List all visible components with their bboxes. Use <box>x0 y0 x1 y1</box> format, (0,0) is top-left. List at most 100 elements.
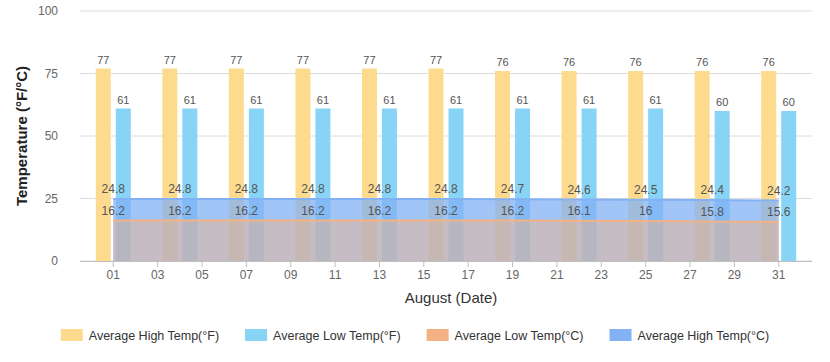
grid-line <box>80 11 812 12</box>
data-label: 76 <box>696 56 708 68</box>
data-label: 24.8 <box>235 182 259 196</box>
data-label: 61 <box>516 94 528 106</box>
data-label: 24.8 <box>168 182 192 196</box>
y-tick-label: 100 <box>38 4 58 18</box>
legend-swatch <box>610 329 632 341</box>
data-label: 24.6 <box>567 183 591 197</box>
x-tick <box>379 261 380 267</box>
y-tick-label: 25 <box>45 192 59 206</box>
data-label: 61 <box>317 94 329 106</box>
data-label: 16.2 <box>368 204 392 218</box>
x-tick <box>246 261 247 267</box>
data-label: 16.2 <box>168 204 192 218</box>
x-tick-label: 25 <box>639 268 653 282</box>
data-label: 24.4 <box>701 183 725 197</box>
chart: 0255075100010305070911131517192123252729… <box>0 0 830 362</box>
legend-label: Average Low Temp(°F) <box>273 329 401 343</box>
x-tick <box>601 261 602 267</box>
data-label: 16.2 <box>235 204 259 218</box>
area <box>113 199 778 261</box>
data-label: 24.8 <box>301 182 325 196</box>
x-tick-label: 15 <box>417 268 431 282</box>
legend-label: Average Low Temp(°C) <box>455 329 584 343</box>
data-label: 24.2 <box>767 184 791 198</box>
area <box>113 221 778 262</box>
x-tick <box>734 261 735 267</box>
x-tick <box>690 261 691 267</box>
data-label: 61 <box>250 94 262 106</box>
data-label: 61 <box>383 94 395 106</box>
x-tick <box>113 261 114 267</box>
x-tick-label: 13 <box>373 268 387 282</box>
legend-swatch <box>245 329 267 341</box>
data-label: 77 <box>297 54 309 66</box>
data-label: 24.8 <box>434 182 458 196</box>
data-label: 24.8 <box>102 182 126 196</box>
x-tick-label: 19 <box>506 268 520 282</box>
data-label: 60 <box>716 96 728 108</box>
data-label: 61 <box>583 94 595 106</box>
data-label: 24.8 <box>368 182 392 196</box>
area-line <box>113 221 778 223</box>
data-label: 15.8 <box>701 205 725 219</box>
legend: Average High Temp(°F) Average Low Temp(°F… <box>61 329 769 343</box>
data-label: 76 <box>496 56 508 68</box>
data-label: 15.6 <box>767 205 791 219</box>
y-tick-label: 50 <box>45 129 59 143</box>
x-tick-label: 09 <box>284 268 298 282</box>
data-label: 60 <box>783 96 795 108</box>
data-label: 16.2 <box>102 204 126 218</box>
legend-swatch <box>61 329 83 341</box>
data-label: 76 <box>763 56 775 68</box>
data-label: 76 <box>630 56 642 68</box>
data-label: 16.1 <box>567 204 591 218</box>
data-label: 77 <box>97 54 109 66</box>
data-label: 24.7 <box>501 182 525 196</box>
x-tick <box>157 261 158 267</box>
legend-label: Average High Temp(°C) <box>638 329 770 343</box>
data-label: 16.2 <box>301 204 325 218</box>
data-label: 16.2 <box>434 204 458 218</box>
x-tick <box>512 261 513 267</box>
legend-label: Average High Temp(°F) <box>89 329 219 343</box>
x-tick-label: 11 <box>329 268 342 282</box>
x-tick-label: 03 <box>151 268 165 282</box>
x-tick <box>290 261 291 267</box>
x-tick <box>468 261 469 267</box>
x-tick <box>335 261 336 267</box>
x-tick-label: 01 <box>107 268 121 282</box>
data-label: 77 <box>363 54 375 66</box>
data-label: 16 <box>639 204 653 218</box>
x-tick-label: 31 <box>772 268 786 282</box>
y-axis-title: Temperature (°F/°C) <box>13 66 30 206</box>
area-line <box>113 199 778 201</box>
x-axis-title: August (Date) <box>405 289 498 306</box>
x-tick <box>645 261 646 267</box>
y-tick-label: 75 <box>45 67 59 81</box>
data-label: 77 <box>164 54 176 66</box>
data-label: 77 <box>430 54 442 66</box>
data-label: 77 <box>230 54 242 66</box>
data-label: 61 <box>117 94 129 106</box>
data-label: 61 <box>184 94 196 106</box>
x-tick-label: 23 <box>595 268 609 282</box>
x-tick-label: 17 <box>462 268 476 282</box>
legend-swatch <box>427 329 449 341</box>
y-tick-label: 0 <box>51 254 58 268</box>
plot-marks <box>96 69 796 262</box>
bar <box>96 69 111 262</box>
data-labels: 77 77 77 77 77 77 76 76 76 76 76 61 61 61 61 61 61 61 61 61… <box>97 54 795 220</box>
data-label: 16.2 <box>501 204 525 218</box>
data-label: 61 <box>650 94 662 106</box>
data-label: 24.5 <box>634 183 658 197</box>
x-tick-label: 05 <box>195 268 209 282</box>
x-tick <box>556 261 557 267</box>
data-label: 76 <box>563 56 575 68</box>
x-tick-label: 21 <box>550 268 564 282</box>
x-tick-label: 07 <box>240 268 254 282</box>
x-axis-line <box>80 261 812 262</box>
x-tick <box>778 261 779 267</box>
x-tick <box>423 261 424 267</box>
data-label: 61 <box>450 94 462 106</box>
x-tick-label: 29 <box>728 268 742 282</box>
